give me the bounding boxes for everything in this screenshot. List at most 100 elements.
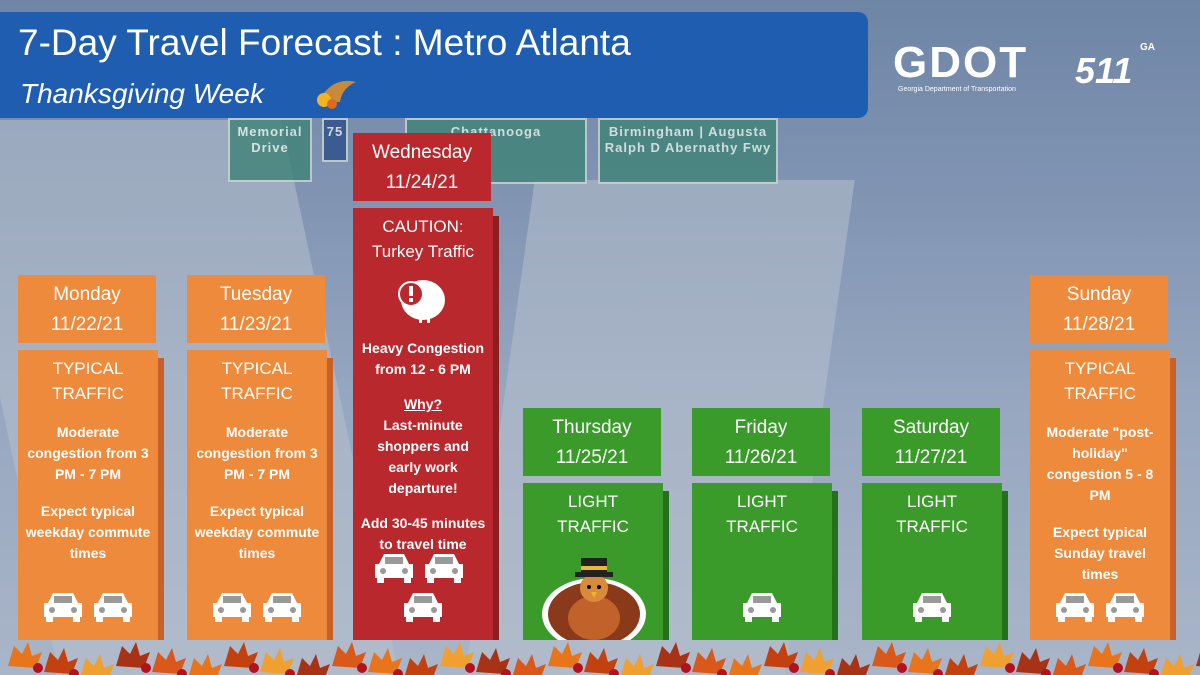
car-icons xyxy=(353,550,493,628)
berry xyxy=(573,663,583,673)
leaf xyxy=(1124,648,1158,674)
traffic-detail: Expect typical weekday commute times xyxy=(194,503,320,561)
511-badge: GA xyxy=(1140,42,1155,53)
day-name: Wednesday xyxy=(372,142,472,163)
sign-line: Birmingham | Augusta xyxy=(608,124,768,139)
berry xyxy=(1149,669,1159,675)
gdot-caption: Georgia Department of Transportation xyxy=(898,86,1016,93)
leaf xyxy=(404,654,438,675)
leaf xyxy=(44,648,78,674)
leaf xyxy=(1016,648,1050,674)
day-header: Wednesday 11/24/21 xyxy=(353,133,491,201)
berry xyxy=(1041,669,1051,675)
day-header: Thursday 11/25/21 xyxy=(523,408,661,476)
berry xyxy=(609,669,619,675)
traffic-detail: Moderate congestion from 3 PM - 7 PM xyxy=(27,424,149,482)
car-icons xyxy=(692,589,832,628)
leaf xyxy=(620,654,654,675)
berry xyxy=(357,663,367,673)
day-card: TYPICAL TRAFFIC Moderate congestion from … xyxy=(187,350,327,640)
leaf xyxy=(368,648,402,674)
cornucopia-icon xyxy=(317,80,356,109)
day-date: 11/25/21 xyxy=(555,447,629,468)
day-header: Tuesday 11/23/21 xyxy=(187,275,325,343)
traffic-status: LIGHT TRAFFIC xyxy=(896,492,968,536)
autumn-leaves-border xyxy=(8,642,1200,675)
day-name: Sunday xyxy=(1066,284,1132,305)
day-header: Sunday 11/28/21 xyxy=(1030,275,1168,343)
berry xyxy=(681,663,691,673)
berry xyxy=(177,669,187,675)
day-header: Saturday 11/27/21 xyxy=(862,408,1000,476)
leaf xyxy=(980,642,1014,668)
berry xyxy=(1005,663,1015,673)
traffic-status: CAUTION: Turkey Traffic xyxy=(371,217,475,261)
car-icons xyxy=(18,589,158,628)
traffic-detail: Why? xyxy=(403,396,443,412)
berry xyxy=(69,669,79,675)
berry xyxy=(249,663,259,673)
berry xyxy=(897,663,907,673)
traffic-detail: Heavy Congestion from 12 - 6 PM xyxy=(361,340,485,377)
road-sign: Memorial Drive xyxy=(228,118,312,182)
traffic-detail: Moderate "post-holiday" congestion 5 - 8… xyxy=(1046,424,1154,503)
leaf xyxy=(512,654,546,675)
traffic-detail: Last-minute shoppers and early work depa… xyxy=(377,417,469,496)
day-card: LIGHT TRAFFIC xyxy=(523,483,663,650)
leaf xyxy=(548,642,582,668)
day-card: TYPICAL TRAFFIC Moderate "post-holiday" c… xyxy=(1030,350,1170,640)
traffic-detail: Add 30-45 minutes to travel time xyxy=(360,515,486,552)
turkey-illustration xyxy=(539,552,649,650)
leaf xyxy=(944,654,978,675)
day-card: CAUTION: Turkey Traffic Heavy Congestion … xyxy=(353,208,493,640)
day-card: LIGHT TRAFFIC xyxy=(692,483,832,640)
berry xyxy=(33,663,43,673)
leaf xyxy=(908,648,942,674)
berry xyxy=(717,669,727,675)
sign-line: Ralph D Abernathy Fwy xyxy=(604,140,772,155)
day-name: Tuesday xyxy=(219,284,293,305)
turkey-warning-icon xyxy=(393,274,453,324)
leaf xyxy=(836,654,870,675)
berry xyxy=(933,669,943,675)
traffic-detail: Expect typical Sunday travel times xyxy=(1052,524,1148,582)
leaf xyxy=(296,654,330,675)
leaf xyxy=(1052,654,1086,675)
day-card: TYPICAL TRAFFIC Moderate congestion from … xyxy=(18,350,158,640)
day-date: 11/26/21 xyxy=(724,447,798,468)
leaf xyxy=(656,642,690,668)
berry xyxy=(1113,663,1123,673)
leaf xyxy=(764,642,798,668)
511-logo: 511 xyxy=(1075,50,1133,91)
leaf xyxy=(1196,652,1200,667)
car-icons xyxy=(862,589,1002,628)
title: 7-Day Travel Forecast : Metro Atlanta xyxy=(18,22,631,63)
leaf xyxy=(800,648,834,674)
traffic-status: TYPICAL TRAFFIC xyxy=(1064,359,1136,403)
traffic-status: LIGHT TRAFFIC xyxy=(557,492,629,536)
leaf xyxy=(584,648,618,674)
header-banner xyxy=(0,12,868,118)
day-header: Monday 11/22/21 xyxy=(18,275,156,343)
leaf xyxy=(728,654,762,675)
subtitle: Thanksgiving Week xyxy=(20,78,264,109)
traffic-status: TYPICAL TRAFFIC xyxy=(52,359,124,403)
day-date: 11/27/21 xyxy=(894,447,968,468)
day-date: 11/23/21 xyxy=(219,314,293,335)
day-name: Monday xyxy=(53,284,121,305)
leaf xyxy=(80,654,114,675)
traffic-status: TYPICAL TRAFFIC xyxy=(221,359,293,403)
leaf xyxy=(692,648,726,674)
traffic-detail: Expect typical weekday commute times xyxy=(25,503,151,561)
berry xyxy=(825,669,835,675)
day-card: LIGHT TRAFFIC xyxy=(862,483,1002,640)
traffic-status: LIGHT TRAFFIC xyxy=(726,492,798,536)
leaf xyxy=(332,642,366,668)
day-name: Saturday xyxy=(892,417,970,438)
berry xyxy=(393,669,403,675)
day-name: Friday xyxy=(734,417,788,438)
leaf xyxy=(8,642,42,668)
leaf xyxy=(872,642,906,668)
berry xyxy=(285,669,295,675)
